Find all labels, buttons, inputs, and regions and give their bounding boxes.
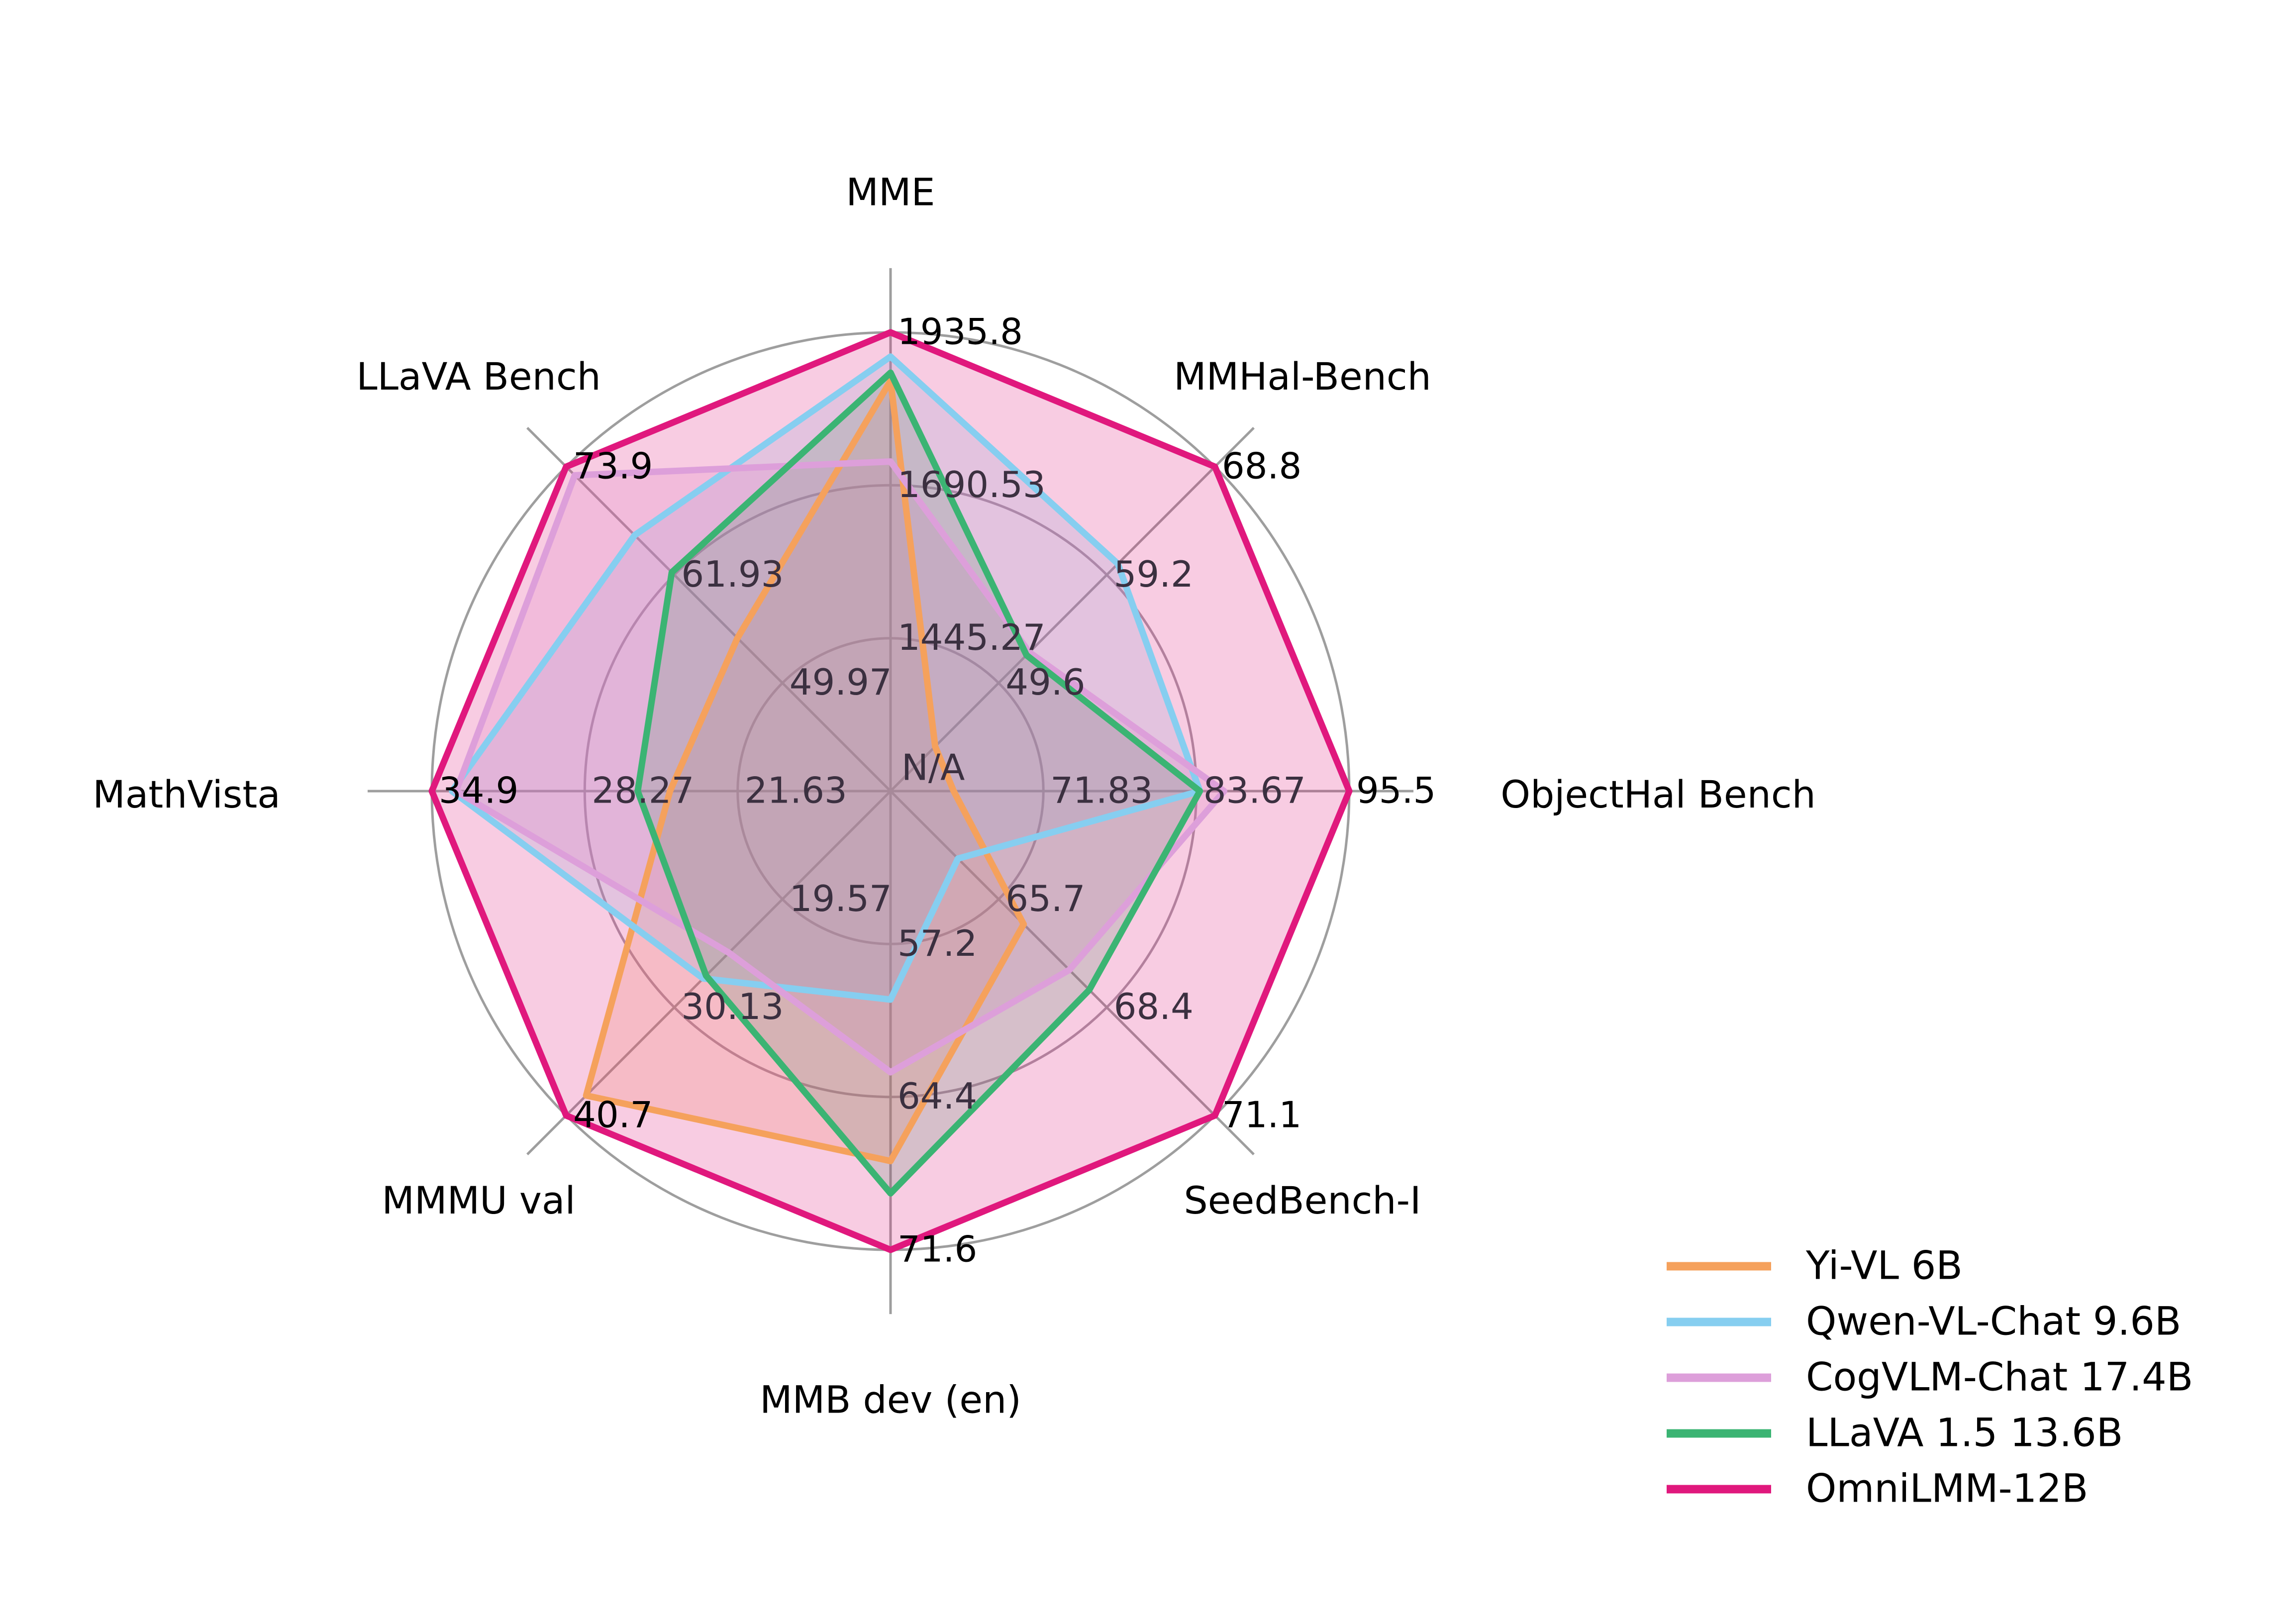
series-line-2 <box>453 458 1227 1076</box>
tick-label: 83.67 <box>1203 770 1306 812</box>
series-line-3 <box>634 369 1203 1197</box>
legend-label-2[interactable]: CogVLM-Chat 17.4B <box>1806 1355 2193 1400</box>
tick-label: 73.9 <box>573 445 653 487</box>
legend-label-1[interactable]: Qwen-VL-Chat 9.6B <box>1806 1299 2181 1344</box>
tick-label: 49.6 <box>1005 661 1085 703</box>
axis-category-labels: MME MMHal-Bench ObjectHal Bench SeedBench-I… <box>93 170 1816 1421</box>
tick-label: 57.2 <box>897 922 977 964</box>
series-area-1 <box>452 356 1200 1000</box>
tick-label: 28.27 <box>592 770 694 812</box>
tick-label: 71.83 <box>1050 770 1153 812</box>
axis-label-llava-bench: LLaVA Bench <box>356 354 601 399</box>
tick-label: 64.4 <box>897 1075 977 1117</box>
tick-label: 49.97 <box>790 661 892 703</box>
tick-label: 68.4 <box>1114 986 1194 1027</box>
tick-label: 34.9 <box>439 770 518 812</box>
chart-legend[interactable]: Yi-VL 6B Qwen-VL-Chat 9.6B CogVLM-Chat 17.… <box>1667 1243 2193 1511</box>
tick-label: 95.5 <box>1356 770 1436 812</box>
center-na-label: N/A <box>901 747 965 789</box>
legend-label-0[interactable]: Yi-VL 6B <box>1805 1243 1963 1288</box>
axis-label-seedbench-i: SeedBench-I <box>1184 1178 1421 1222</box>
axis-label-mme: MME <box>846 170 935 214</box>
tick-label: 19.57 <box>790 878 892 919</box>
tick-label: 1445.27 <box>897 616 1046 658</box>
axis-label-objecthal-bench: ObjectHal Bench <box>1500 772 1816 816</box>
axis-label-mmmu-val: MMMU val <box>382 1178 575 1222</box>
tick-label: 1935.8 <box>897 311 1023 353</box>
tick-label: 59.2 <box>1114 553 1194 595</box>
series-lines <box>428 329 1353 1253</box>
axis-label-mathvista: MathVista <box>93 772 281 816</box>
axis-label-mmhal-bench: MMHal-Bench <box>1174 354 1431 399</box>
series-line-0 <box>583 377 1027 1164</box>
series-area-2 <box>456 461 1224 1072</box>
tick-label: 40.7 <box>573 1094 653 1135</box>
series-line-1 <box>449 353 1203 1003</box>
tick-label: 61.93 <box>681 553 784 595</box>
legend-label-4[interactable]: OmniLMM-12B <box>1806 1466 2088 1511</box>
tick-label: 65.7 <box>1005 878 1085 919</box>
tick-label: 1690.53 <box>897 464 1046 506</box>
tick-label: 68.8 <box>1222 445 1301 487</box>
tick-label: 71.6 <box>897 1228 977 1270</box>
radial-tick-labels: 1935.8 1690.53 1445.27 68.8 59.2 49.6 95.5 83.6… <box>439 311 1436 1270</box>
tick-label: 71.1 <box>1222 1094 1301 1135</box>
tick-label: 21.63 <box>745 770 847 812</box>
tick-label: 30.13 <box>681 986 784 1027</box>
series-line-4 <box>428 329 1353 1253</box>
axis-label-mmb-dev-en-: MMB dev (en) <box>760 1378 1021 1422</box>
legend-label-3[interactable]: LLaVA 1.5 13.6B <box>1806 1411 2123 1455</box>
